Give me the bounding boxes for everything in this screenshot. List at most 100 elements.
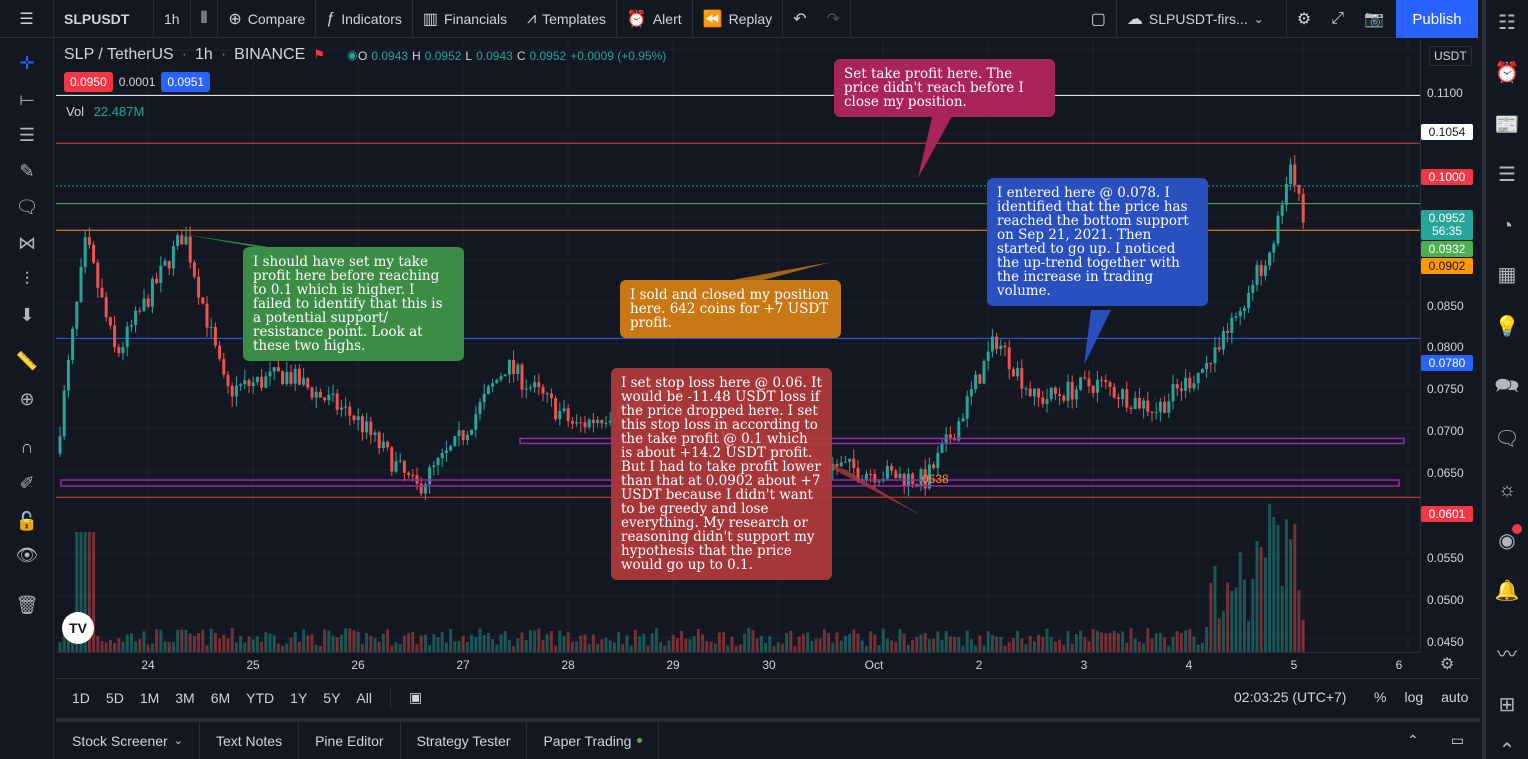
- note-should-have[interactable]: I should have set my take profit here be…: [243, 247, 464, 361]
- note-stop-loss[interactable]: I set stop loss here @ 0.06. It would be…: [611, 368, 832, 580]
- sell-button[interactable]: 0.0950: [64, 72, 113, 92]
- menu-button[interactable]: ☰: [0, 0, 54, 38]
- replay-button[interactable]: ⏪ Replay: [693, 0, 784, 38]
- alert-button[interactable]: ⏰ Alert: [617, 0, 693, 38]
- candle-body: [146, 298, 150, 307]
- interval-button[interactable]: 1h: [154, 0, 191, 38]
- range-1d[interactable]: 1D: [72, 689, 90, 706]
- tab-text-notes[interactable]: Text Notes: [200, 722, 300, 759]
- range-all[interactable]: All: [356, 689, 372, 706]
- magnet-tool[interactable]: ∩: [0, 432, 54, 462]
- candle-body: [108, 317, 112, 326]
- currency-button[interactable]: USDT: [1429, 46, 1472, 66]
- ideas-button[interactable]: 💡: [1486, 308, 1528, 344]
- arrow-tool[interactable]: ⬇: [0, 300, 54, 330]
- candle-body: [575, 422, 579, 424]
- flag-icon[interactable]: ⚑: [313, 47, 325, 62]
- templates-button[interactable]: ⩘ Templates: [517, 0, 617, 38]
- candle-body: [251, 382, 255, 387]
- chats-button[interactable]: 🗪: [1486, 370, 1528, 406]
- indicators-button[interactable]: ƒ Indicators: [316, 0, 413, 38]
- chart-type-button[interactable]: ⫴: [191, 0, 219, 38]
- compare-button[interactable]: ⊕ Compare: [218, 0, 317, 38]
- minds-button[interactable]: 🗨: [1486, 420, 1528, 456]
- volume-bar: [600, 639, 604, 652]
- price-axis[interactable]: USDT 0.1100 0.0850 0.0800 0.0750 0.0700 …: [1420, 40, 1478, 652]
- volume-bar: [377, 641, 381, 652]
- delete-tool[interactable]: 🗑: [0, 590, 54, 620]
- tab-stock-screener[interactable]: Stock Screener ⌄: [56, 722, 200, 759]
- fullscreen-button[interactable]: ⤢: [1321, 0, 1354, 38]
- symbol-search-button[interactable]: SLPUSDT: [54, 0, 154, 38]
- volume-bar: [671, 634, 675, 652]
- log-scale-button[interactable]: log: [1404, 689, 1424, 705]
- object-tree-button[interactable]: ⊞: [1486, 686, 1528, 722]
- notifications-button[interactable]: 🔔: [1486, 572, 1528, 608]
- range-1m[interactable]: 1M: [139, 689, 160, 706]
- fib-tool[interactable]: ☰: [0, 120, 54, 150]
- chevron-down-icon[interactable]: ⌄: [173, 735, 183, 747]
- note-sold[interactable]: I sold and closed my position here. 642 …: [620, 280, 841, 338]
- prediction-tool[interactable]: ⫶: [0, 264, 54, 294]
- stay-drawing-tool[interactable]: ✐: [0, 468, 54, 498]
- trendline-tool[interactable]: ⟝: [0, 84, 54, 114]
- tab-pine-editor[interactable]: Pine Editor: [299, 722, 401, 759]
- calendar-button[interactable]: ▦: [1486, 256, 1528, 292]
- visibility-tool[interactable]: 👁: [0, 540, 54, 570]
- goto-date-button[interactable]: ▣: [401, 689, 430, 706]
- collapse-sidebar-button[interactable]: ⌃: [1486, 732, 1528, 759]
- percent-scale-button[interactable]: %: [1374, 689, 1387, 705]
- crosshair-tool[interactable]: ✛: [0, 48, 54, 78]
- range-5y[interactable]: 5Y: [323, 689, 341, 706]
- note-take-profit[interactable]: Set take profit here. The price didn't r…: [834, 59, 1055, 117]
- time-axis[interactable]: 24 25 26 27 28 29 30 Oct 2 3 4 5 6: [56, 652, 1420, 676]
- streams-button[interactable]: ◉: [1486, 522, 1528, 558]
- text-tool[interactable]: 🗨: [0, 192, 54, 222]
- watchlist-button[interactable]: ☷: [1486, 4, 1528, 40]
- range-3m[interactable]: 3M: [175, 689, 195, 706]
- news-button[interactable]: 📰: [1486, 106, 1528, 142]
- candle-body: [1083, 377, 1087, 379]
- pattern-tool[interactable]: ⋈: [0, 228, 54, 258]
- data-window-button[interactable]: ☰: [1486, 156, 1528, 192]
- range-1y[interactable]: 1Y: [290, 689, 308, 706]
- tradingview-logo[interactable]: TV: [62, 612, 94, 644]
- candle-body: [1087, 378, 1091, 387]
- axis-settings-button[interactable]: ⚙: [1440, 654, 1454, 674]
- range-5d[interactable]: 5D: [105, 689, 124, 706]
- price-tick: 0.0700: [1427, 424, 1464, 438]
- zoom-tool[interactable]: ⊕: [0, 384, 54, 414]
- brush-tool[interactable]: ✎: [0, 156, 54, 186]
- buy-button[interactable]: 0.0951: [161, 72, 211, 92]
- snapshot-button[interactable]: 📷: [1354, 0, 1394, 38]
- range-ytd[interactable]: YTD: [246, 689, 275, 706]
- auto-scale-button[interactable]: auto: [1441, 689, 1469, 705]
- timezone-clock[interactable]: 02:03:25 (UTC+7): [1234, 689, 1347, 705]
- alerts-button[interactable]: ⏰: [1486, 54, 1528, 90]
- tab-paper-trading[interactable]: Paper Trading: [527, 722, 660, 759]
- undo-button[interactable]: ↶: [783, 0, 816, 38]
- candle-body: [1276, 215, 1280, 244]
- time-tick: 5: [1290, 658, 1298, 672]
- layout-selector[interactable]: ☁ SLPUSDT-firs... ⌄: [1117, 0, 1287, 38]
- redo-button[interactable]: ↷: [817, 0, 851, 38]
- maximize-panel-button[interactable]: ▭: [1435, 722, 1480, 759]
- hotlists-button[interactable]: ◔: [1486, 208, 1528, 244]
- tips-button[interactable]: ☼: [1486, 472, 1528, 508]
- tab-strategy-tester[interactable]: Strategy Tester: [401, 722, 528, 759]
- candle-body: [348, 406, 352, 416]
- pair-name[interactable]: SLP / TetherUS: [64, 46, 174, 63]
- fullscreen-layout-button[interactable]: ▢: [1081, 0, 1117, 38]
- publish-button[interactable]: Publish: [1396, 0, 1478, 38]
- range-6m[interactable]: 6M: [210, 689, 231, 706]
- note-entered[interactable]: I entered here @ 0.078. I identified tha…: [987, 178, 1208, 306]
- candle-body: [281, 371, 285, 385]
- lock-tool[interactable]: 🔓: [0, 506, 54, 536]
- expand-panel-button[interactable]: ⌃: [1391, 722, 1435, 759]
- settings-button[interactable]: ⚙: [1287, 0, 1321, 38]
- financials-button[interactable]: ▥ Financials: [413, 0, 517, 38]
- trading-panel-button[interactable]: 〰: [1486, 634, 1528, 670]
- volume-bar: [570, 641, 574, 652]
- ruler-tool[interactable]: 📏: [0, 346, 54, 376]
- volume-bar: [621, 643, 625, 652]
